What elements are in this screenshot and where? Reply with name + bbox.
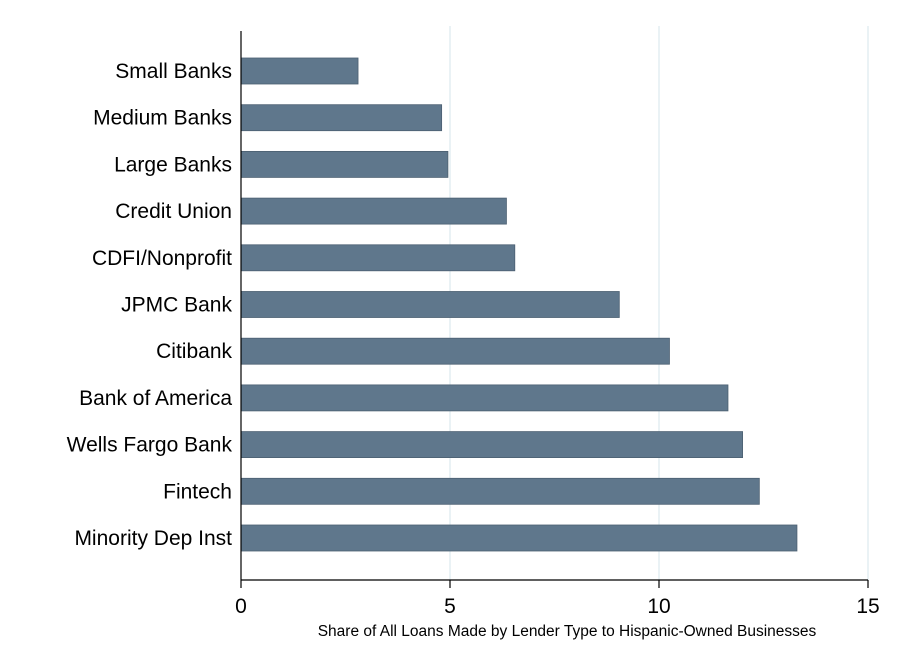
category-label-8: Wells Fargo Bank bbox=[67, 434, 233, 457]
x-tick-label-0: 0 bbox=[235, 595, 247, 618]
category-label-10: Minority Dep Inst bbox=[74, 527, 232, 550]
bar-4 bbox=[240, 244, 516, 272]
bar-1 bbox=[240, 104, 443, 132]
bar-8 bbox=[240, 431, 744, 459]
bars bbox=[240, 57, 798, 552]
x-axis-title: Share of All Loans Made by Lender Type t… bbox=[318, 623, 817, 640]
x-tick-label-2: 10 bbox=[647, 595, 670, 618]
category-label-5: JPMC Bank bbox=[121, 294, 232, 317]
category-label-7: Bank of America bbox=[79, 387, 232, 410]
bar-6 bbox=[240, 337, 670, 365]
bar-7 bbox=[240, 384, 729, 412]
category-label-1: Medium Banks bbox=[93, 107, 232, 130]
category-label-6: Citibank bbox=[156, 340, 232, 363]
x-tick-label-1: 5 bbox=[444, 595, 456, 618]
bar-3 bbox=[240, 197, 507, 225]
x-tick-label-3: 15 bbox=[856, 595, 879, 618]
category-label-0: Small Banks bbox=[115, 60, 232, 83]
category-label-2: Large Banks bbox=[114, 153, 232, 176]
bar-0 bbox=[240, 57, 359, 85]
category-label-4: CDFI/Nonprofit bbox=[92, 247, 232, 270]
x-tick-labels: 0 5 10 15 bbox=[235, 595, 880, 618]
axes bbox=[240, 31, 869, 588]
bar-5 bbox=[240, 291, 620, 318]
bar-9 bbox=[240, 477, 760, 505]
bar-10 bbox=[240, 524, 798, 552]
category-labels: Small Banks Medium Banks Large Banks Credit… bbox=[67, 60, 233, 550]
category-label-3: Credit Union bbox=[115, 200, 232, 223]
category-label-9: Fintech bbox=[163, 480, 232, 503]
bar-2 bbox=[240, 150, 449, 178]
